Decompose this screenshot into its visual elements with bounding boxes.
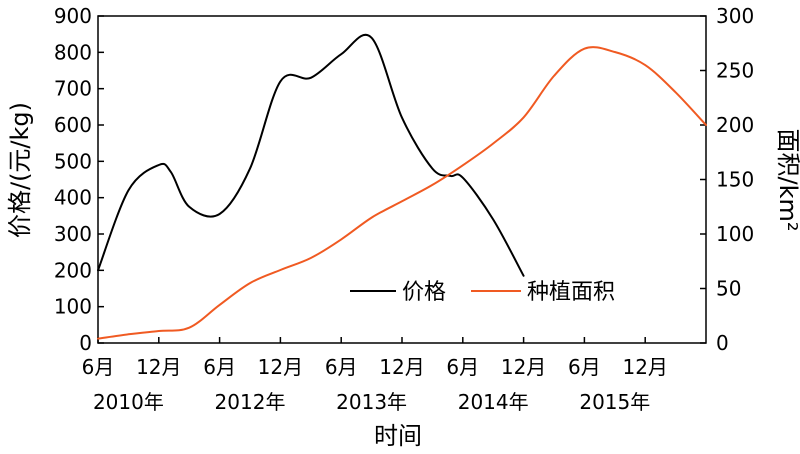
right-y-axis: 0 50 100 150 200 250 300 <box>700 4 754 355</box>
series-line-area <box>97 46 707 340</box>
right-y-tick-label: 100 <box>716 222 754 246</box>
x-year-label: 2015年 <box>579 390 650 414</box>
left-y-tick-label: 100 <box>54 295 92 319</box>
x-tick-label: 6月 <box>325 355 358 379</box>
right-y-tick-label: 250 <box>716 59 754 83</box>
left-y-tick-label: 200 <box>54 258 92 282</box>
series-line-price <box>97 33 525 277</box>
x-axis-title: 时间 <box>374 422 422 450</box>
left-y-tick-label: 800 <box>54 40 92 64</box>
right-y-tick-label: 150 <box>716 168 754 192</box>
right-y-axis-title: 面积/km² <box>774 129 800 232</box>
right-y-tick-label: 50 <box>716 277 741 301</box>
x-tick-label: 12月 <box>379 355 424 379</box>
x-year-label: 2013年 <box>336 390 407 414</box>
x-tick-label: 6月 <box>203 355 236 379</box>
right-y-tick-label: 300 <box>716 4 754 28</box>
legend-label: 种植面积 <box>527 280 615 305</box>
left-y-axis-title: 价格/(元/kg) <box>6 102 34 238</box>
x-year-label: 2010年 <box>93 390 164 414</box>
right-y-tick-label: 200 <box>716 113 754 137</box>
legend: 价格 种植面积 <box>350 280 615 305</box>
left-y-tick-label: 300 <box>54 222 92 246</box>
x-tick-label: 6月 <box>446 355 479 379</box>
left-y-tick-label: 700 <box>54 77 92 101</box>
x-tick-label: 6月 <box>82 355 115 379</box>
x-tick-label: 6月 <box>568 355 601 379</box>
right-y-tick-label: 0 <box>716 331 729 355</box>
chart-series <box>97 33 707 340</box>
left-y-tick-label: 900 <box>54 4 92 28</box>
left-y-tick-label: 600 <box>54 113 92 137</box>
x-year-label: 2012年 <box>215 390 286 414</box>
left-y-axis: 0 100 200 300 400 500 600 700 800 900 <box>54 4 104 355</box>
legend-label: 价格 <box>402 280 446 305</box>
x-axis: 6月 12月 6月 12月 6月 12月 6月 12月 6月 12月 2010年 2012年 2013年… <box>82 337 668 414</box>
left-y-tick-label: 400 <box>54 186 92 210</box>
x-tick-label: 12月 <box>501 355 546 379</box>
x-tick-label: 12月 <box>258 355 303 379</box>
x-tick-label: 12月 <box>136 355 181 379</box>
left-y-tick-label: 0 <box>79 331 92 355</box>
left-y-tick-label: 500 <box>54 149 92 173</box>
x-year-label: 2014年 <box>458 390 529 414</box>
x-tick-label: 12月 <box>622 355 667 379</box>
